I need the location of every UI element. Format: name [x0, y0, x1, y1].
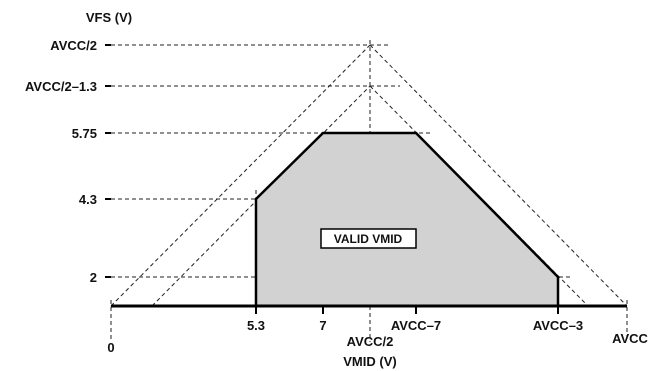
ytick-label-y43: 4.3 [79, 192, 97, 207]
region-label: VALID VMID [320, 228, 417, 249]
region-label-text: VALID VMID [334, 232, 403, 246]
ytick-label-y575: 5.75 [72, 126, 97, 141]
xtick-label-xavcc: AVCC [612, 331, 648, 346]
xtick-label-x53: 5.3 [247, 318, 265, 333]
xtick-label-xmid: AVCC/2 [347, 334, 394, 349]
x-axis-label: VMID (V) [343, 354, 396, 369]
boundary-line-0 [110, 44, 371, 307]
ytick-label-yhalf: AVCC/2 [50, 38, 97, 53]
xtick-label-xm3: AVCC–3 [533, 318, 583, 333]
boundary-line-1 [369, 44, 628, 307]
ytick-label-y2: 2 [90, 270, 97, 285]
valid-vmid-region [254, 131, 560, 308]
y-axis-label: VFS (V) [86, 10, 132, 25]
xtick-label-xm7: AVCC–7 [391, 318, 441, 333]
region-label-box [320, 228, 417, 249]
xtick-label-x0: 0 [107, 340, 114, 355]
xtick-label-x7: 7 [319, 318, 326, 333]
ytick-label-yhalf13: AVCC/2–1.3 [25, 79, 97, 94]
